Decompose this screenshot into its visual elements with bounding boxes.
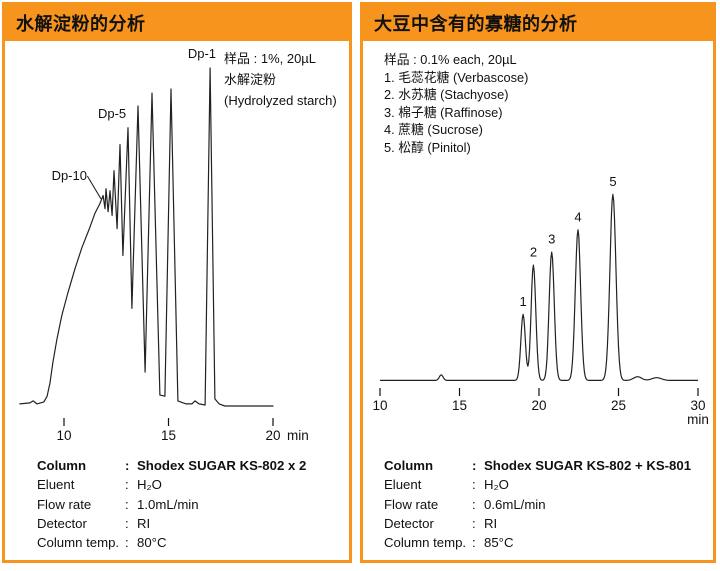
x-tick-label: 20 [531,398,546,413]
spec-row-flow-rate: Flow rate:0.6mL/min [384,495,691,514]
panel-soybean-analysis: 大豆中含有的寡糖的分析 1 2 3 4 5 10 15 20 25 30 min 样品 : 0.1%… [360,2,716,563]
spec-separator: : [472,496,476,512]
panel-starch-title-bar: 水解淀粉的分析 [5,5,349,41]
spec-separator: : [125,496,129,512]
sample-line: 5. 松醇 (Pinitol) [384,139,471,155]
spec-separator: : [472,515,476,531]
x-tick-label: 30 [690,398,705,413]
peak-label-3: 3 [548,232,555,247]
spec-value: 85°C [484,535,514,551]
panel-starch-title: 水解淀粉的分析 [16,14,146,34]
sample-line: 4. 蔗糖 (Sucrose) [384,122,483,137]
dp-10-pointer-line [86,175,102,200]
spec-label: Column temp. [37,535,120,551]
starch-spec-table: Column: Shodex SUGAR KS-802 x 2 Eluent: H₂… [37,456,306,552]
panel-starch-analysis: 水解淀粉的分析 Dp-1 Dp-5 Dp-10 10 15 20 min 样品 : 1%, … [2,2,352,563]
x-tick-label: 15 [452,398,467,413]
spec-separator: : [472,458,477,473]
spec-separator: : [125,458,130,473]
spec-value: H₂O [484,477,509,493]
spec-label: Column temp. [384,535,467,551]
x-tick-label: 15 [161,428,176,443]
spec-value: 0.6mL/min [484,496,546,512]
spec-label: Column [37,458,87,473]
spec-separator: : [472,535,476,551]
peak-label-5: 5 [609,174,616,189]
starch-sample-annotation: 样品 : 1%, 20µL 水解淀粉 (Hydrolyzed starch) [224,48,350,111]
panel-soybean-body: 1 2 3 4 5 10 15 20 25 30 min 样品 : 0.1% each, 20µL … [363,41,713,560]
sample-line: (Hydrolyzed starch) [224,93,337,108]
chromatogram-trace [380,193,698,381]
peak-label-4: 4 [574,209,581,224]
spec-separator: : [125,535,129,551]
spec-row-eluent: Eluent: H₂O [384,475,691,494]
spec-value: 1.0mL/min [137,496,199,512]
spec-separator: : [472,477,476,493]
peak-label-dp-10: Dp-10 [52,168,87,183]
sample-line: 样品 : 0.1% each, 20µL [384,52,517,67]
spec-separator: : [125,515,129,531]
sample-line: 样品 : 1%, 20µL [224,51,317,66]
spec-row-detector: Detector: RI [384,514,691,533]
chromatogram-starch: Dp-1 Dp-5 Dp-10 10 15 20 min [19,46,309,443]
spec-row-flow-rate: Flow rate:1.0mL/min [37,495,306,514]
spec-value: RI [137,515,151,531]
spec-row-column-temp: Column temp.:80°C [37,533,306,552]
spec-value: Shodex SUGAR KS-802 + KS-801 [484,458,692,473]
spec-separator: : [125,477,129,493]
sample-line: 水解淀粉 [224,72,277,87]
sample-line: 2. 水苏糖 (Stachyose) [384,87,509,102]
spec-label: Flow rate [384,496,439,512]
spec-value: H₂O [137,477,162,493]
x-axis-unit-label: min [287,428,309,443]
panel-soybean-title: 大豆中含有的寡糖的分析 [374,14,578,34]
spec-row-column-temp: Column temp.:85°C [384,533,691,552]
chromatogram-trace [19,67,274,407]
spec-label: Column [384,458,434,473]
spec-row-detector: Detector: RI [37,514,306,533]
soybean-sample-annotation: 样品 : 0.1% each, 20µL 1. 毛蕊花糖 (Verbascose… [384,51,614,156]
spec-row-eluent: Eluent: H₂O [37,475,306,494]
x-tick-label: 10 [56,428,71,443]
x-tick-label: 10 [372,398,387,413]
spec-row-column: Column: Shodex SUGAR KS-802 x 2 [37,456,306,475]
peak-label-dp-5: Dp-5 [98,106,126,121]
x-tick-label: 25 [611,398,626,413]
panel-soybean-title-bar: 大豆中含有的寡糖的分析 [363,5,713,41]
sample-line: 3. 棉子糖 (Raffinose) [384,104,503,120]
spec-label: Detector [37,515,87,531]
spec-label: Flow rate [37,496,92,512]
soybean-spec-table: Column: Shodex SUGAR KS-802 + KS-801 Elue… [384,456,691,552]
spec-label: Eluent [37,477,75,493]
peak-label-2: 2 [530,245,537,260]
x-tick-label: 20 [265,428,280,443]
peak-label-1: 1 [519,294,526,309]
panel-starch-body: Dp-1 Dp-5 Dp-10 10 15 20 min 样品 : 1%, 20µL 水解淀… [5,41,349,560]
spec-label: Eluent [384,477,422,493]
spec-value: Shodex SUGAR KS-802 x 2 [137,458,307,473]
spec-row-column: Column: Shodex SUGAR KS-802 + KS-801 [384,456,691,475]
sample-line: 1. 毛蕊花糖 (Verbascose) [384,69,529,85]
spec-label: Detector [384,515,434,531]
spec-value: RI [484,515,498,531]
x-axis-unit-label: min [687,412,709,427]
spec-value: 80°C [137,535,167,551]
peak-label-dp-1: Dp-1 [188,46,216,61]
